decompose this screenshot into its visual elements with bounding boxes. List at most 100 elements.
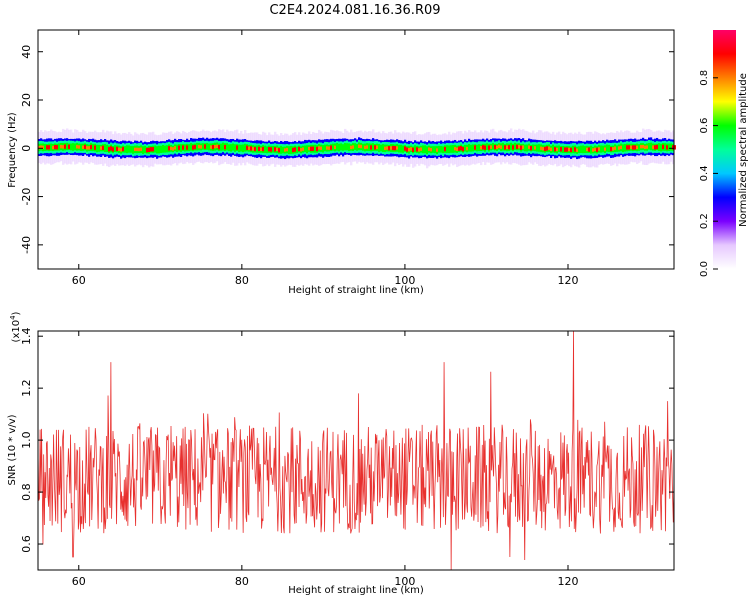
heatmap-cell [608, 144, 611, 152]
snr-series-group [37, 330, 675, 571]
heatmap-cell [378, 144, 381, 152]
heatmap-cell [174, 146, 176, 150]
heatmap-cell [490, 145, 492, 149]
heatmap-cell [638, 144, 641, 151]
heatmap-cell [188, 144, 191, 152]
heatmap-cell [200, 145, 202, 149]
snr-y-tick-label: 1.0 [20, 431, 33, 449]
spectrogram-heatmap [38, 128, 676, 169]
heatmap-cell [130, 146, 133, 153]
heatmap-cell [290, 145, 293, 154]
heatmap-cell [60, 144, 62, 149]
heatmap-cell [342, 144, 345, 151]
heatmap-cell [630, 145, 632, 149]
heatmap-cell [284, 148, 286, 152]
heatmap-cell [202, 143, 205, 150]
heatmap-cell [438, 145, 441, 153]
heatmap-cell [498, 144, 500, 149]
heatmap-cell [238, 144, 241, 153]
snr-plot-area [38, 331, 674, 570]
heatmap-cell [260, 147, 262, 152]
heatmap-cell [568, 147, 570, 152]
heatmap-cell [576, 148, 578, 152]
heatmap-cell [426, 146, 429, 155]
heatmap-cell [510, 142, 513, 151]
heatmap-cell [208, 143, 211, 151]
heatmap-cell [636, 145, 638, 150]
heatmap-cell [382, 144, 385, 152]
heatmap-cell [180, 144, 183, 152]
heatmap-cell [542, 147, 544, 151]
heatmap-cell [162, 144, 165, 153]
heatmap-cell [600, 145, 603, 153]
spectrogram-y-tick-label: 0 [20, 145, 33, 152]
heatmap-cell [384, 146, 386, 150]
heatmap-cell [120, 148, 122, 152]
heatmap-cell [650, 142, 653, 151]
heatmap-cell [664, 143, 667, 151]
spectrogram-y-tick-label: -40 [20, 236, 33, 254]
heatmap-cell [160, 145, 163, 153]
heatmap-cell [282, 146, 285, 154]
heatmap-cell [140, 147, 142, 151]
heatmap-cell [70, 143, 73, 151]
heatmap-cell [506, 145, 508, 149]
heatmap-cell [528, 145, 530, 149]
heatmap-cell [598, 147, 600, 151]
heatmap-cell [362, 143, 365, 151]
heatmap-cell [364, 145, 366, 150]
heatmap-cell [228, 144, 231, 152]
heatmap-cell [176, 144, 179, 153]
colorbar-tick-label: 0.8 [699, 70, 710, 86]
heatmap-cell [496, 145, 498, 150]
heatmap-cell [302, 147, 304, 151]
heatmap-cell [78, 145, 80, 149]
heatmap-cell [532, 144, 535, 151]
heatmap-cell [322, 145, 325, 153]
heatmap-cell [442, 146, 445, 154]
heatmap-cell [410, 147, 412, 151]
heatmap-cell [448, 145, 451, 154]
heatmap-cell [198, 144, 200, 149]
heatmap-cell [92, 143, 95, 152]
heatmap-cell [592, 148, 594, 152]
heatmap-cell [390, 146, 392, 150]
snr-x-tick-label: 60 [72, 575, 86, 588]
heatmap-cell [368, 143, 371, 152]
heatmap-cell [124, 146, 127, 153]
heatmap-cell [230, 144, 233, 152]
heatmap-cell [580, 145, 583, 153]
heatmap-cell [164, 145, 167, 153]
colorbar-label: Normalized spectral amplitude [738, 73, 749, 227]
heatmap-cell [304, 145, 307, 153]
heatmap-cell [106, 144, 109, 153]
heatmap-cell [470, 144, 473, 152]
heatmap-cell [514, 142, 517, 150]
heatmap-cell [88, 146, 90, 150]
heatmap-cell [272, 145, 275, 153]
heatmap-cell [620, 145, 622, 150]
heatmap-cell [306, 145, 309, 154]
heatmap-cell [558, 145, 561, 153]
heatmap-cell [534, 146, 536, 150]
heatmap-cell [552, 144, 555, 153]
heatmap-cell [104, 144, 107, 152]
heatmap-cell [240, 144, 243, 152]
heatmap-cell [428, 147, 430, 151]
snr-x-tick-label: 100 [394, 575, 415, 588]
snr-y-tick-label: 1.2 [20, 379, 33, 397]
heatmap-cell [468, 144, 471, 152]
heatmap-cell [86, 146, 88, 150]
heatmap-cell [646, 145, 648, 149]
snr-scale-label: (x104) [9, 311, 22, 342]
heatmap-cell [642, 144, 644, 149]
spectrogram-x-axis-label: Height of straight line (km) [288, 285, 424, 296]
colorbar: 0.0 0.2 0.4 0.6 0.8 Normalized spectral ampl… [699, 30, 749, 277]
heatmap-cell [340, 143, 343, 151]
heatmap-cell [222, 142, 225, 151]
heatmap-cell [62, 145, 64, 149]
heatmap-cell [286, 147, 288, 152]
snr-y-axis-label: SNR (10 * v/v) [7, 414, 18, 485]
heatmap-cell [366, 145, 368, 149]
heatmap-cell [668, 143, 671, 152]
